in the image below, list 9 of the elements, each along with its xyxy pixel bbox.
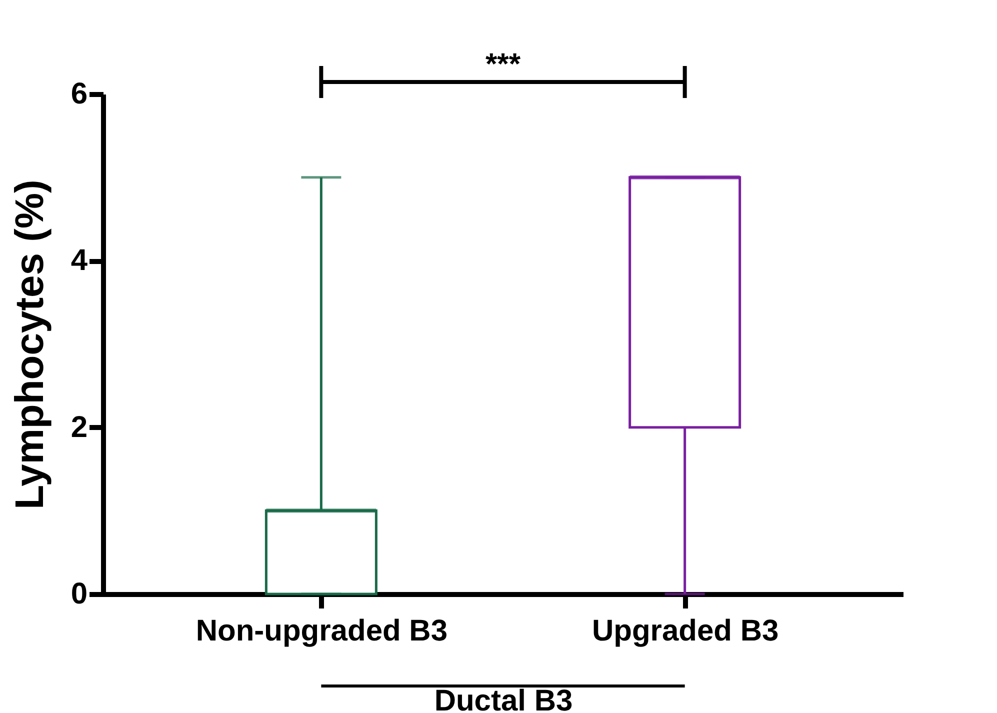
x-axis-title: Ductal B3 [434,684,573,713]
x-tick-label: Non-upgraded B3 [196,614,448,648]
y-tick-label: 2 [70,410,88,444]
y-axis-title: Lymphocytes (%) [8,180,52,510]
y-tick-label: 6 [70,78,88,110]
y-tick-label: 4 [70,244,88,278]
y-tick-label: 0 [70,578,88,610]
x-tick-label: Upgraded B3 [592,614,779,648]
text: *** [485,48,521,81]
